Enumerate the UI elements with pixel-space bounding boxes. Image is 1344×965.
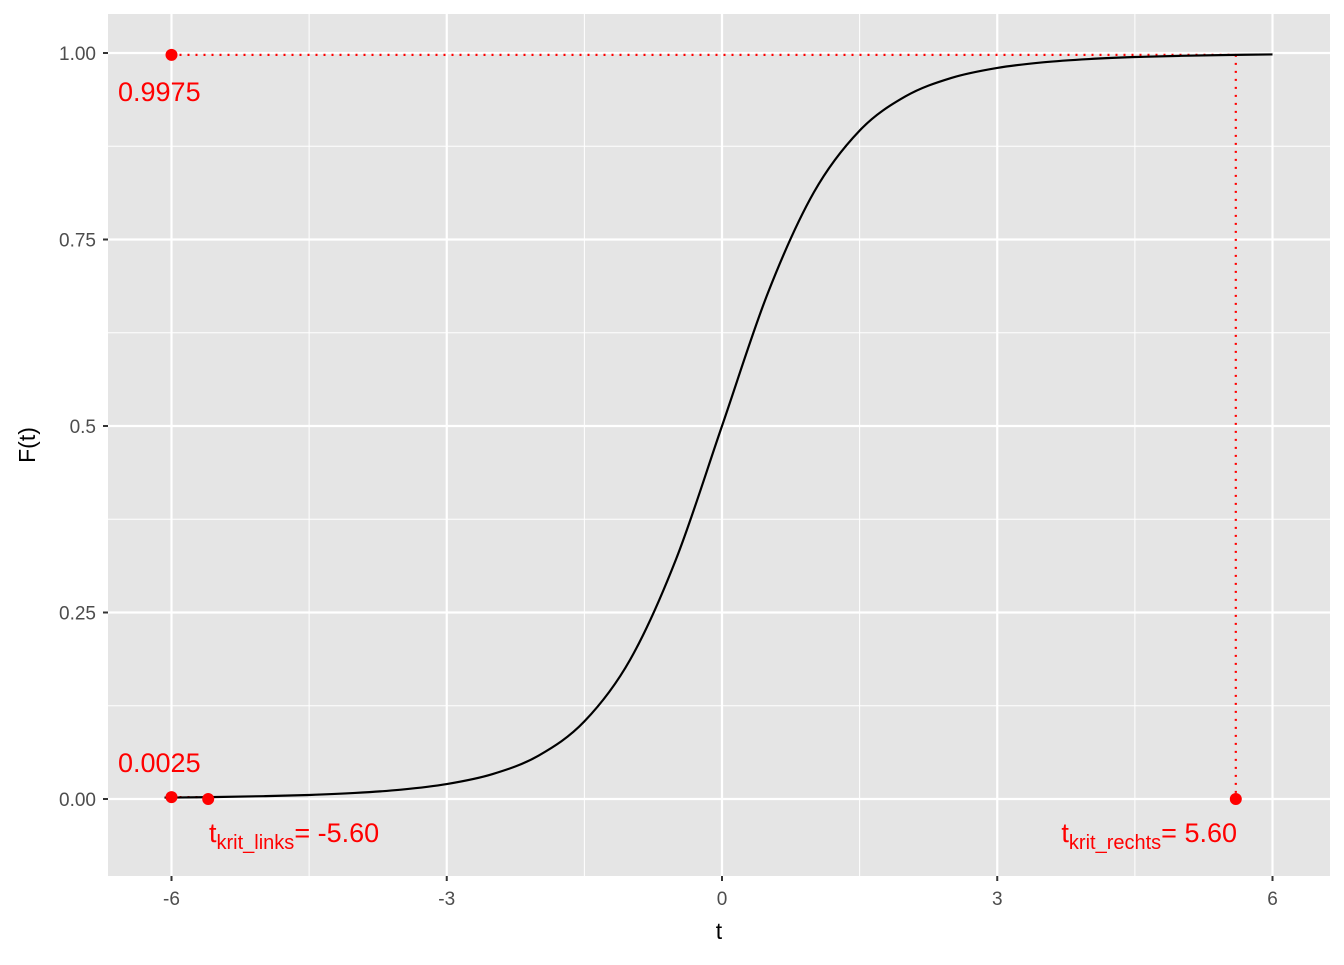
x-tick-label: 6 bbox=[1267, 889, 1278, 910]
highlight-points bbox=[165, 48, 1242, 805]
y-tick-label: 0.25 bbox=[59, 604, 96, 625]
right-crit-label: tkrit_rechts= 5.60 bbox=[1061, 818, 1237, 854]
y-tick-label: 0.00 bbox=[59, 790, 96, 811]
x-axis-ticks: -6 -3 0 3 6 bbox=[163, 876, 1278, 910]
lower-prob-label: 0.0025 bbox=[118, 748, 201, 778]
left-crit-main: t bbox=[209, 818, 217, 848]
plot-panel bbox=[108, 14, 1330, 876]
highlight-point bbox=[165, 791, 178, 804]
y-tick-label: 0.75 bbox=[59, 231, 96, 252]
right-crit-value: = 5.60 bbox=[1161, 818, 1237, 848]
right-crit-main: t bbox=[1061, 818, 1069, 848]
x-tick-label: -6 bbox=[163, 889, 180, 910]
highlight-point bbox=[1229, 793, 1242, 805]
x-axis-title: t bbox=[716, 918, 723, 944]
left-crit-value: = -5.60 bbox=[294, 818, 379, 848]
x-tick-label: 0 bbox=[717, 889, 728, 910]
cdf-curve bbox=[164, 53, 1273, 799]
left-crit-label: tkrit_links= -5.60 bbox=[209, 818, 379, 854]
upper-prob-label: 0.9975 bbox=[118, 77, 201, 107]
y-axis-title: F(t) bbox=[14, 427, 40, 463]
right-crit-sub: krit_rechts bbox=[1069, 832, 1161, 854]
x-tick-label: -3 bbox=[438, 889, 455, 910]
highlight-point bbox=[202, 793, 215, 805]
y-axis-ticks: 0.00 0.25 0.5 0.75 1.00 bbox=[59, 44, 108, 811]
gridlines bbox=[108, 14, 1330, 876]
highlight-point bbox=[165, 48, 178, 61]
x-tick-label: 3 bbox=[992, 889, 1003, 910]
y-tick-label: 0.5 bbox=[70, 417, 96, 438]
left-crit-sub: krit_links bbox=[217, 832, 295, 854]
y-tick-label: 1.00 bbox=[59, 44, 96, 65]
